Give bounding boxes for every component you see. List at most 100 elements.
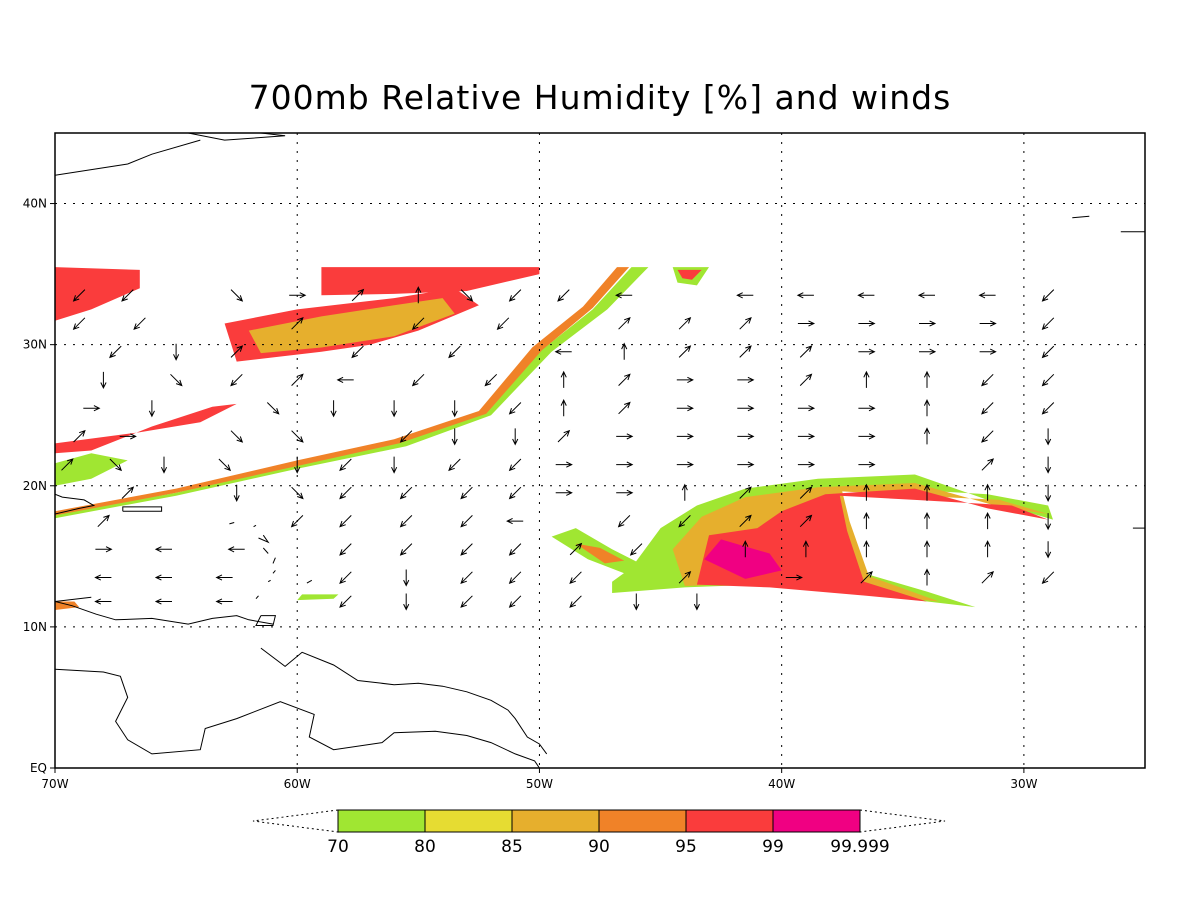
legend-label-3: 90 bbox=[588, 837, 610, 857]
wind-arrow-90 bbox=[1045, 428, 1052, 446]
wind-arrow-19 bbox=[411, 317, 425, 331]
wind-arrow-70 bbox=[797, 405, 816, 412]
wind-arrow-107 bbox=[1045, 456, 1052, 474]
wind-arrow-57 bbox=[981, 373, 994, 387]
wind-arrow-108 bbox=[121, 486, 135, 499]
coastline-4 bbox=[122, 506, 163, 512]
coastline-11 bbox=[267, 579, 271, 583]
wind-arrow-2 bbox=[230, 289, 244, 302]
wind-arrow-83 bbox=[616, 433, 634, 440]
wind-arrow-174 bbox=[569, 595, 582, 608]
humidity-region-3 bbox=[704, 539, 782, 579]
wind-arrow-172 bbox=[460, 595, 473, 608]
wind-arrow-89 bbox=[981, 430, 994, 443]
humidity-region-15 bbox=[677, 269, 702, 280]
wind-arrow-38 bbox=[799, 345, 813, 358]
wind-arrow-115 bbox=[555, 489, 573, 496]
color-legend: 70 80 85 90 95 99 99.999 bbox=[252, 809, 946, 857]
wind-arrow-51 bbox=[618, 373, 631, 386]
legend-label-5: 99 bbox=[762, 837, 784, 857]
wind-arrow-151 bbox=[984, 540, 991, 558]
wind-arrow-153 bbox=[94, 574, 112, 581]
wind-arrow-100 bbox=[555, 461, 573, 468]
wind-arrow-39 bbox=[858, 348, 876, 355]
wind-arrow-149 bbox=[863, 540, 870, 558]
humidity-region-16 bbox=[297, 594, 339, 601]
wind-arrow-131 bbox=[678, 515, 691, 528]
wind-arrow-0 bbox=[72, 289, 86, 302]
wind-arrow-15 bbox=[1041, 289, 1055, 302]
wind-arrow-173 bbox=[508, 595, 522, 608]
wind-arrow-67 bbox=[618, 401, 631, 415]
wind-arrow-7 bbox=[508, 289, 522, 302]
coastline-8 bbox=[262, 547, 269, 554]
wind-arrow-168 bbox=[154, 598, 172, 605]
wind-arrow-49 bbox=[484, 373, 498, 387]
wind-arrow-36 bbox=[678, 345, 692, 358]
coastline-12 bbox=[255, 595, 259, 600]
wind-arrow-119 bbox=[799, 486, 813, 499]
wind-arrow-44 bbox=[170, 373, 183, 387]
wind-arrow-88 bbox=[923, 427, 931, 445]
wind-arrow-25 bbox=[858, 320, 876, 327]
wind-arrow-58 bbox=[1041, 373, 1055, 387]
wind-arrow-85 bbox=[737, 433, 755, 440]
wind-arrow-130 bbox=[617, 515, 631, 528]
wind-arrow-10 bbox=[736, 292, 754, 299]
lon-tick-label-1: 60W bbox=[284, 777, 311, 791]
wind-arrow-14 bbox=[978, 292, 996, 299]
coastline-3 bbox=[55, 493, 96, 515]
coastline-7 bbox=[258, 534, 270, 544]
wind-arrow-123 bbox=[1045, 484, 1052, 502]
coastline-19 bbox=[1072, 215, 1090, 219]
wind-arrow-69 bbox=[737, 405, 755, 412]
wind-arrow-157 bbox=[403, 569, 410, 587]
wind-arrow-120 bbox=[863, 483, 870, 501]
wind-arrow-76 bbox=[119, 433, 137, 440]
wind-arrow-66 bbox=[560, 399, 567, 417]
wind-arrow-87 bbox=[858, 433, 876, 440]
humidity-region-13 bbox=[55, 267, 140, 321]
humidity-region-8 bbox=[55, 403, 237, 454]
wind-arrow-138 bbox=[95, 546, 113, 553]
wind-arrow-21 bbox=[618, 316, 631, 330]
wind-arrow-31 bbox=[230, 345, 244, 358]
wind-arrow-156 bbox=[339, 571, 352, 585]
wind-arrow-150 bbox=[923, 540, 931, 558]
wind-arrow-6 bbox=[460, 289, 474, 302]
legend-label-4: 95 bbox=[675, 837, 697, 857]
wind-arrow-99 bbox=[508, 458, 522, 472]
wind-arrow-75 bbox=[73, 429, 86, 443]
wind-arrow-34 bbox=[554, 348, 572, 355]
wind-arrow-18 bbox=[291, 316, 304, 330]
wind-arrow-9 bbox=[615, 292, 633, 299]
coastline-0 bbox=[55, 668, 540, 768]
wind-arrow-23 bbox=[739, 316, 752, 330]
wind-arrow-91 bbox=[61, 458, 74, 471]
wind-arrow-175 bbox=[633, 593, 640, 611]
wind-arrow-46 bbox=[291, 373, 304, 386]
wind-arrow-92 bbox=[109, 458, 123, 472]
lat-tick-label-0: 40N bbox=[23, 197, 47, 211]
wind-arrow-55 bbox=[863, 370, 870, 388]
wind-arrow-96 bbox=[339, 458, 352, 472]
wind-arrow-11 bbox=[796, 292, 814, 299]
wind-arrow-63 bbox=[391, 400, 398, 418]
wind-arrow-62 bbox=[330, 400, 337, 418]
wind-arrow-176 bbox=[693, 593, 700, 611]
wind-arrow-170 bbox=[339, 595, 352, 608]
wind-arrow-33 bbox=[448, 345, 461, 359]
wind-arrow-29 bbox=[109, 345, 122, 359]
legend-left-arrow bbox=[252, 809, 339, 833]
legend-right-arrow bbox=[859, 809, 946, 833]
wind-arrow-65 bbox=[508, 402, 522, 415]
legend-label-0: 70 bbox=[327, 837, 349, 857]
lat-tick-label-2: 20N bbox=[23, 479, 47, 493]
wind-arrow-166 bbox=[1041, 571, 1055, 585]
wind-arrow-101 bbox=[616, 461, 634, 468]
wind-arrow-26 bbox=[919, 320, 937, 327]
coastline-16 bbox=[55, 139, 201, 176]
coastline-15 bbox=[55, 596, 92, 602]
wind-vector-layer bbox=[61, 286, 1055, 611]
